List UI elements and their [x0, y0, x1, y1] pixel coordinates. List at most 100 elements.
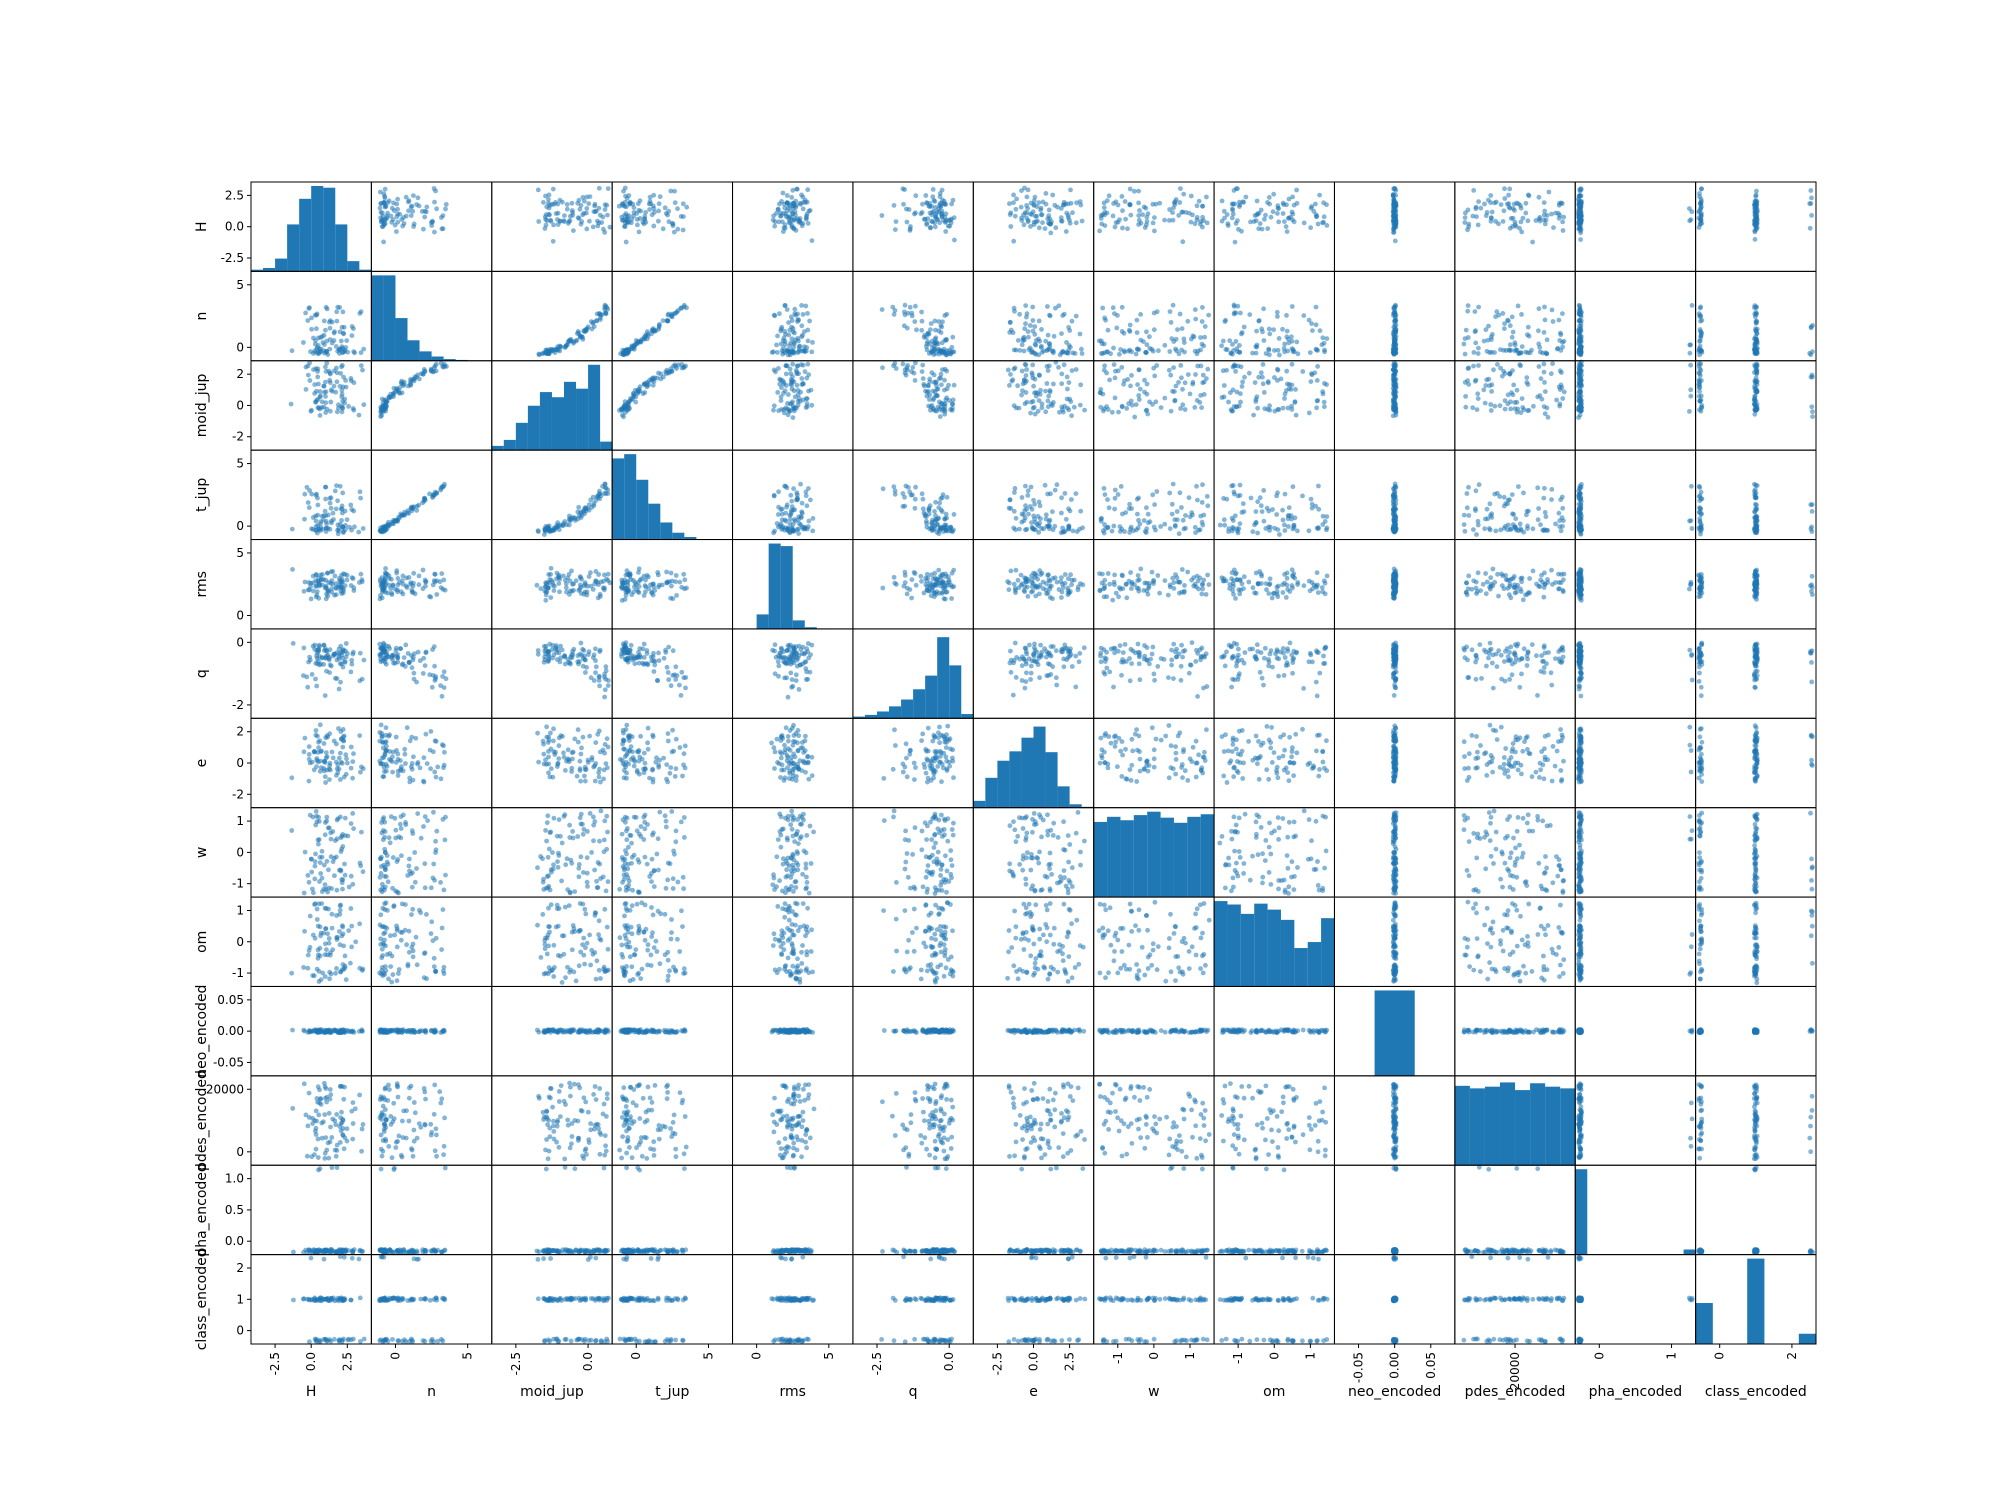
point — [1501, 525, 1507, 531]
point — [1204, 494, 1210, 499]
point — [647, 194, 653, 200]
point — [1025, 329, 1031, 334]
point — [1064, 374, 1070, 380]
point — [404, 585, 410, 590]
point — [1030, 362, 1036, 368]
point — [939, 382, 944, 388]
point — [636, 207, 642, 213]
point — [1106, 193, 1112, 199]
point — [913, 303, 918, 309]
cell-H-vs-w — [1097, 186, 1210, 245]
point — [1506, 192, 1511, 198]
cell-moid_jup-vs-class_encoded — [1696, 361, 1815, 419]
point — [1150, 492, 1156, 498]
point — [443, 206, 448, 212]
point — [1151, 581, 1156, 586]
point — [567, 513, 572, 519]
point — [1300, 369, 1306, 374]
point — [924, 521, 929, 526]
point — [912, 319, 918, 324]
point — [633, 341, 639, 347]
point — [339, 364, 344, 370]
point — [338, 585, 344, 591]
point — [1256, 318, 1262, 323]
point — [542, 584, 548, 590]
point — [535, 187, 541, 193]
point — [771, 349, 776, 355]
point — [416, 582, 422, 588]
point — [1134, 317, 1140, 323]
point — [930, 219, 935, 225]
point — [1256, 210, 1262, 216]
point — [1308, 379, 1314, 384]
point — [1698, 489, 1704, 495]
point — [1509, 334, 1515, 340]
point — [1280, 517, 1286, 523]
point — [603, 311, 609, 317]
point — [1205, 572, 1210, 578]
point — [796, 371, 801, 377]
point — [1136, 217, 1142, 223]
point — [1560, 219, 1565, 225]
point — [346, 404, 351, 409]
point — [1077, 402, 1083, 408]
point — [1098, 387, 1104, 392]
point — [939, 526, 945, 531]
point — [1246, 370, 1252, 376]
cell-t_jup-vs-q — [880, 483, 957, 537]
point — [787, 343, 792, 349]
point — [327, 408, 333, 414]
point — [637, 198, 643, 204]
point — [669, 314, 675, 320]
point — [776, 219, 782, 225]
point — [1031, 513, 1037, 519]
point — [358, 363, 364, 368]
point — [783, 510, 789, 516]
point — [549, 201, 555, 207]
point — [324, 360, 330, 366]
point — [388, 213, 394, 219]
point — [1099, 516, 1104, 521]
point — [1045, 368, 1051, 373]
point — [669, 583, 674, 589]
point — [771, 312, 777, 318]
cell-n-vs-pha_encoded — [1576, 302, 1695, 358]
point — [1392, 513, 1397, 519]
point — [1031, 219, 1037, 225]
point — [1223, 317, 1228, 323]
point — [1290, 211, 1296, 217]
point — [548, 218, 554, 224]
point — [1577, 341, 1583, 347]
point — [1253, 509, 1259, 514]
point — [323, 496, 328, 502]
point — [792, 341, 797, 347]
point — [323, 400, 329, 406]
point — [783, 371, 789, 377]
point — [1038, 212, 1044, 218]
point — [1167, 349, 1173, 354]
cell-H-vs-q — [879, 186, 957, 243]
point — [672, 362, 678, 368]
point — [1050, 596, 1055, 602]
cell-t_jup-vs-class_encoded — [1696, 481, 1815, 537]
point — [1322, 404, 1327, 410]
cell-H-vs-t_jup — [616, 185, 690, 245]
point — [1037, 373, 1042, 378]
point — [800, 221, 806, 226]
point — [1488, 193, 1494, 198]
point — [1699, 404, 1704, 410]
point — [792, 306, 798, 312]
point — [1462, 380, 1468, 385]
point — [348, 502, 354, 508]
point — [1525, 218, 1531, 224]
point — [1696, 494, 1702, 499]
point — [1056, 587, 1062, 592]
point — [1309, 321, 1314, 326]
point — [1261, 518, 1267, 524]
point — [1032, 519, 1038, 525]
point — [1233, 404, 1239, 410]
point — [880, 585, 886, 591]
point — [602, 481, 608, 487]
point — [1277, 352, 1282, 358]
point — [1060, 349, 1066, 355]
